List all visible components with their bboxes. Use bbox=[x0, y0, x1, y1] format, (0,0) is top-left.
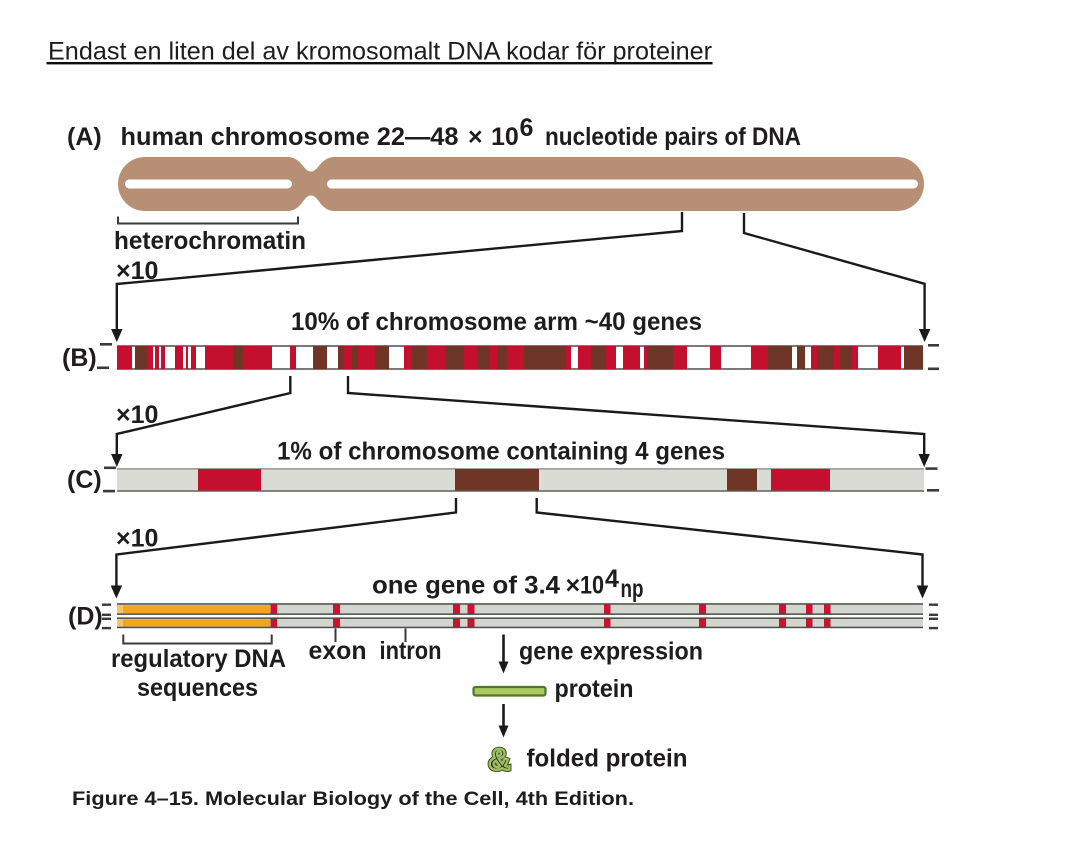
svg-text:1% of chromosome containing 4: 1% of chromosome containing 4 genes bbox=[277, 438, 725, 466]
svg-text:10: 10 bbox=[491, 123, 519, 151]
svg-text:human chromosome 22—48: human chromosome 22—48 bbox=[121, 123, 459, 151]
svg-text:×10: ×10 bbox=[116, 401, 158, 429]
svg-text:&: & bbox=[489, 744, 511, 777]
svg-text:×: × bbox=[468, 123, 483, 151]
svg-text:sequences: sequences bbox=[137, 674, 258, 702]
svg-text:Endast en liten del av kromoso: Endast en liten del av kromosomalt DNA k… bbox=[48, 38, 712, 66]
svg-text:folded protein: folded protein bbox=[527, 745, 688, 773]
svg-text:10: 10 bbox=[580, 572, 604, 600]
svg-text:(A): (A) bbox=[67, 123, 102, 151]
svg-text:(B): (B) bbox=[62, 344, 97, 372]
svg-text:regulatory DNA: regulatory DNA bbox=[111, 645, 286, 673]
svg-text:nucleotide pairs of DNA: nucleotide pairs of DNA bbox=[545, 123, 801, 151]
svg-text:heterochromatin: heterochromatin bbox=[114, 227, 306, 255]
svg-text:exon: exon bbox=[309, 637, 367, 665]
svg-text:&: & bbox=[489, 744, 511, 777]
svg-text:6: 6 bbox=[520, 114, 534, 142]
svg-text:Figure 4–15. Molecular Biology: Figure 4–15. Molecular Biology of the Ce… bbox=[72, 788, 634, 810]
svg-text:(C): (C) bbox=[67, 466, 102, 494]
svg-text:10% of chromosome arm ~40 gene: 10% of chromosome arm ~40 genes bbox=[291, 308, 702, 336]
svg-text:one gene of 3.4: one gene of 3.4 bbox=[372, 572, 560, 600]
svg-text:np: np bbox=[621, 575, 644, 603]
svg-text:intron: intron bbox=[380, 637, 442, 665]
svg-text:×10: ×10 bbox=[116, 525, 158, 553]
svg-text:gene expression: gene expression bbox=[519, 638, 703, 666]
svg-text:×: × bbox=[566, 572, 581, 600]
svg-text:4: 4 bbox=[605, 565, 619, 593]
svg-text:protein: protein bbox=[555, 675, 634, 703]
svg-text:(D): (D) bbox=[68, 603, 103, 631]
